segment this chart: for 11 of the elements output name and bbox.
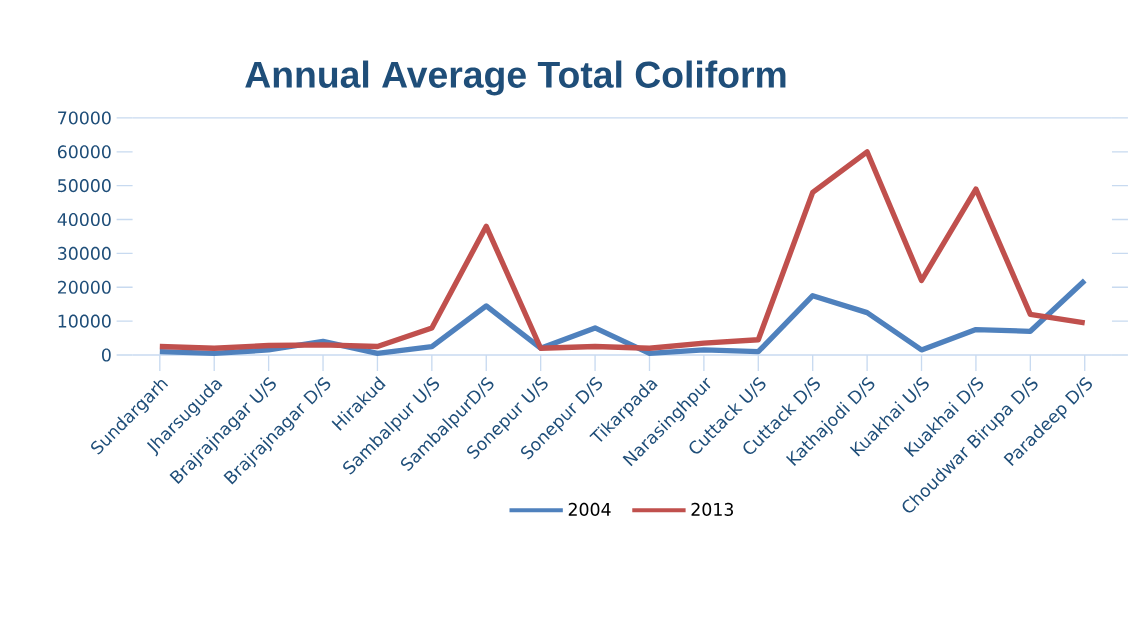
- legend-label: 2004: [568, 502, 611, 516]
- y-tick-label: 10000: [58, 314, 111, 328]
- y-tick-label: 60000: [57, 145, 111, 159]
- y-tick-label: 70000: [58, 111, 111, 125]
- y-tick-label: 40000: [57, 212, 111, 227]
- legend-label: 2013: [691, 502, 733, 516]
- y-tick-label: 20000: [58, 280, 111, 294]
- y-tick-label: 0: [102, 348, 111, 362]
- y-tick-label: 50000: [58, 179, 111, 193]
- y-tick-label: 30000: [58, 246, 111, 260]
- chart-title: Annual Average Total Coliform: [245, 60, 786, 96]
